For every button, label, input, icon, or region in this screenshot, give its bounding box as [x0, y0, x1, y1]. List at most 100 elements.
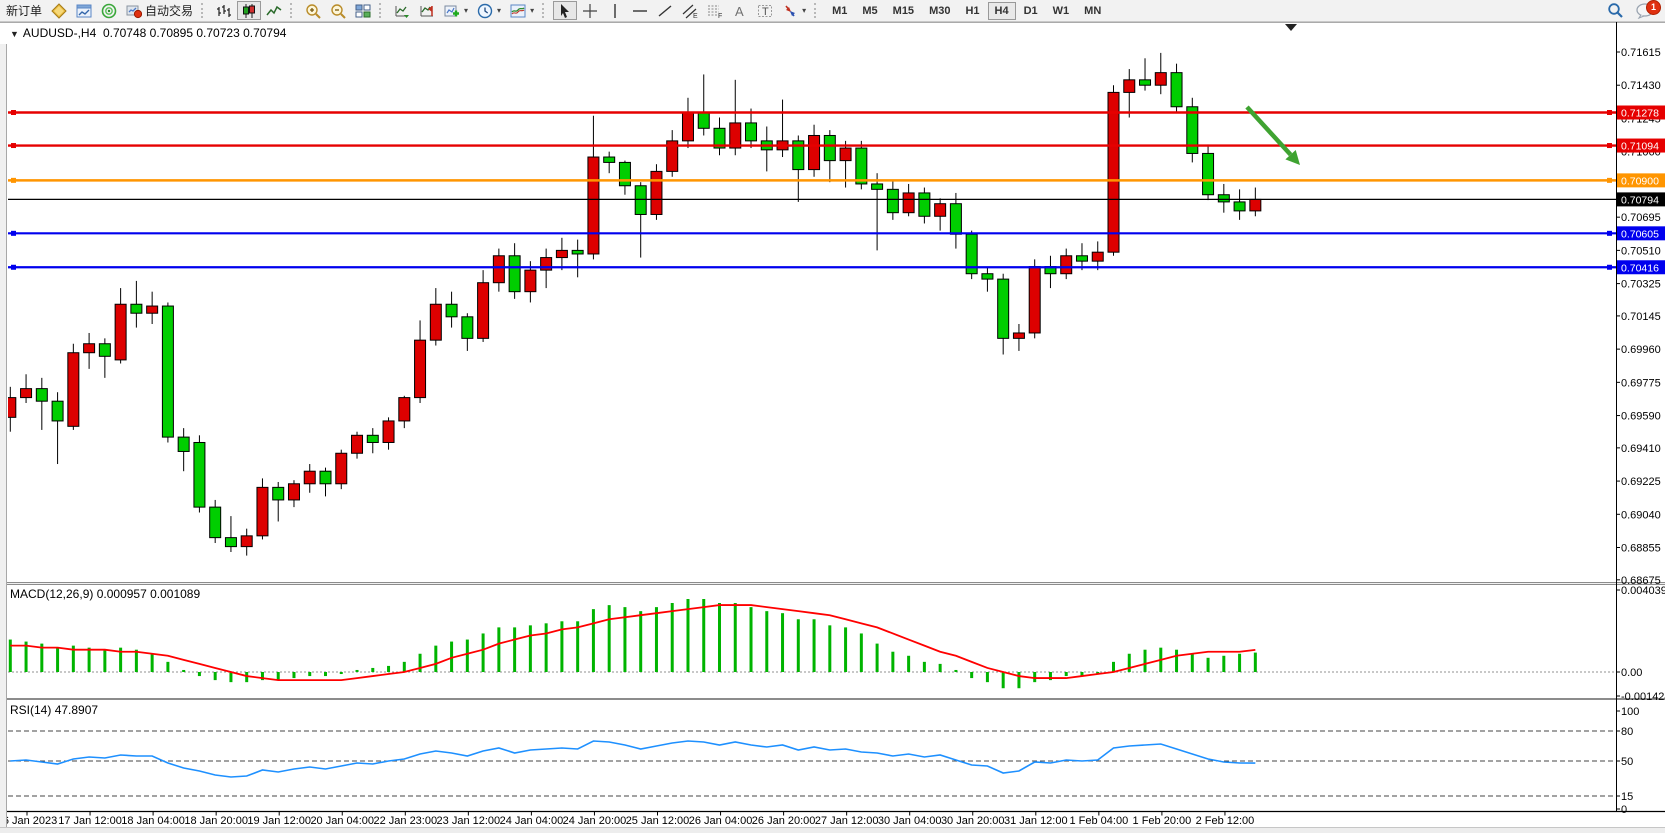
zoom-out-button[interactable] — [326, 1, 350, 20]
hline-handle[interactable] — [11, 143, 16, 149]
price-badge[interactable] — [1617, 192, 1665, 207]
price-axis-label: 0.69590 — [1621, 411, 1661, 423]
price-badge[interactable] — [1617, 260, 1665, 275]
timeframe-button-m1[interactable]: M1 — [825, 2, 854, 20]
arrows-icon — [785, 5, 796, 16]
zoom-group — [301, 1, 375, 20]
search-button[interactable] — [1603, 1, 1628, 20]
indicators-button[interactable]: ▾ — [440, 1, 472, 20]
hline-handle[interactable] — [1607, 230, 1612, 236]
price-badge[interactable] — [1617, 226, 1665, 241]
price-axis-label: 0.70325 — [1621, 279, 1661, 291]
price-badge[interactable] — [1617, 105, 1665, 120]
hline-handle[interactable] — [1607, 110, 1612, 116]
time-axis-label: 18 Jan 04:00 — [121, 815, 185, 827]
hline-handle[interactable] — [11, 110, 16, 116]
macd-axis-label: 0.00 — [1621, 667, 1642, 679]
tile-windows-button[interactable] — [351, 1, 375, 20]
scroll-group — [390, 1, 439, 20]
market-watch-button[interactable] — [47, 1, 71, 20]
arrows-button[interactable]: ▾ — [778, 1, 810, 20]
timeframe-button-m15[interactable]: M15 — [886, 2, 921, 20]
notifications-button[interactable]: 1 — [1629, 0, 1663, 21]
drawn-arrow-head[interactable] — [1285, 149, 1300, 165]
hline-handle[interactable] — [1607, 177, 1612, 183]
new-chart-button[interactable] — [72, 1, 96, 20]
templates-button[interactable]: ▾ — [506, 1, 538, 20]
auto-scroll-button[interactable] — [390, 1, 414, 20]
drawn-arrow[interactable] — [1245, 105, 1293, 157]
timeframe-button-d1[interactable]: D1 — [1017, 2, 1045, 20]
zoom-in-button[interactable] — [301, 1, 325, 20]
cursor-button[interactable] — [553, 1, 578, 20]
cursor-icon — [561, 3, 570, 18]
time-axis-label: 23 Jan 12:00 — [437, 815, 501, 827]
vertical-line-button[interactable] — [603, 1, 627, 20]
time-axis-label: 25 Jan 12:00 — [626, 815, 690, 827]
candlestick-chart-button[interactable] — [237, 1, 262, 20]
timeframe-button-h4[interactable]: H4 — [987, 1, 1016, 20]
horizontal-line-button[interactable] — [628, 1, 652, 20]
timeframe-button-mn[interactable]: MN — [1077, 2, 1108, 20]
chevron-down-icon: ▾ — [802, 6, 807, 15]
chart-shift-marker[interactable] — [1285, 24, 1297, 31]
time-axis-label: 18 Jan 20:00 — [184, 815, 248, 827]
time-axis-label: 22 Jan 23:00 — [373, 815, 437, 827]
toolbar-separator — [814, 3, 821, 18]
chevron-down-icon: ▾ — [497, 6, 502, 15]
time-axis-label: 19 Jan 12:00 — [247, 815, 311, 827]
hline-handle[interactable] — [11, 177, 16, 183]
chart-shift-button[interactable] — [415, 1, 439, 20]
hline-handle[interactable] — [1607, 264, 1612, 270]
line-chart-button[interactable] — [262, 1, 286, 20]
time-axis-label: 31 Jan 12:00 — [1004, 815, 1068, 827]
signals-button[interactable] — [97, 1, 121, 20]
rsi-axis-label: 50 — [1621, 756, 1633, 768]
chart-shift-icon — [420, 5, 434, 16]
equidistant-channel-button[interactable]: E — [678, 1, 702, 20]
price-axis-label: 0.69040 — [1621, 509, 1661, 521]
bottom-scrollbar-strip[interactable] — [0, 827, 1665, 833]
price-badge-label: 0.70794 — [1621, 194, 1659, 206]
svg-text:E: E — [693, 13, 698, 19]
new-order-button[interactable]: 新订单 — [2, 1, 46, 20]
chart-canvas[interactable]: 0.004039 0.00 -0.001424 100 80 50 150 0.71615 0.… — [0, 22, 1665, 833]
timeframe-button-w1[interactable]: W1 — [1046, 2, 1077, 20]
fibonacci-button[interactable]: F — [703, 1, 727, 20]
periods-button[interactable]: ▾ — [473, 1, 505, 20]
chat-bubble-wrap: 1 — [1633, 0, 1661, 21]
time-axis-label: 2 Feb 12:00 — [1196, 815, 1255, 827]
autotrade-button[interactable]: 自动交易 — [122, 1, 197, 20]
ohlc-values: 0.70748 0.70895 0.70723 0.70794 — [102, 26, 287, 40]
timeframe-button-m5[interactable]: M5 — [855, 2, 884, 20]
price-badge[interactable] — [1617, 173, 1665, 188]
crosshair-button[interactable] — [578, 1, 602, 20]
crosshair-icon — [583, 3, 598, 18]
trendline-icon — [658, 4, 672, 17]
price-axis-label: 0.70695 — [1621, 212, 1661, 224]
text-label-button[interactable]: T — [753, 1, 777, 20]
notification-badge: 1 — [1646, 0, 1661, 15]
collapse-arrow-icon[interactable]: ▼ — [10, 29, 19, 39]
price-badge[interactable] — [1617, 138, 1665, 153]
new-order-label: 新订单 — [6, 4, 43, 18]
price-badge-label: 0.70416 — [1621, 262, 1659, 274]
text-label-icon: T — [758, 4, 773, 18]
time-axis-label: 16 Jan 2023 — [0, 815, 57, 827]
trendline-button[interactable] — [653, 1, 677, 20]
candlestick-chart-icon — [243, 3, 256, 18]
hline-handle[interactable] — [11, 264, 16, 270]
toolbar-separator — [290, 3, 297, 18]
hline-handle[interactable] — [11, 230, 16, 236]
text-button[interactable]: A — [728, 1, 752, 20]
price-axis-label: 0.71615 — [1621, 47, 1661, 59]
tile-windows-icon — [355, 4, 371, 17]
bar-chart-button[interactable] — [212, 1, 236, 20]
time-axis-label: 27 Jan 12:00 — [815, 815, 879, 827]
chart-type-group — [212, 1, 286, 20]
macd-name: MACD(12,26,9) — [10, 587, 94, 601]
hline-handle[interactable] — [1607, 143, 1612, 149]
timeframe-button-m30[interactable]: M30 — [922, 2, 957, 20]
symbol-period-label: AUDUSD-,H4 — [22, 26, 97, 40]
timeframe-button-h1[interactable]: H1 — [958, 2, 986, 20]
